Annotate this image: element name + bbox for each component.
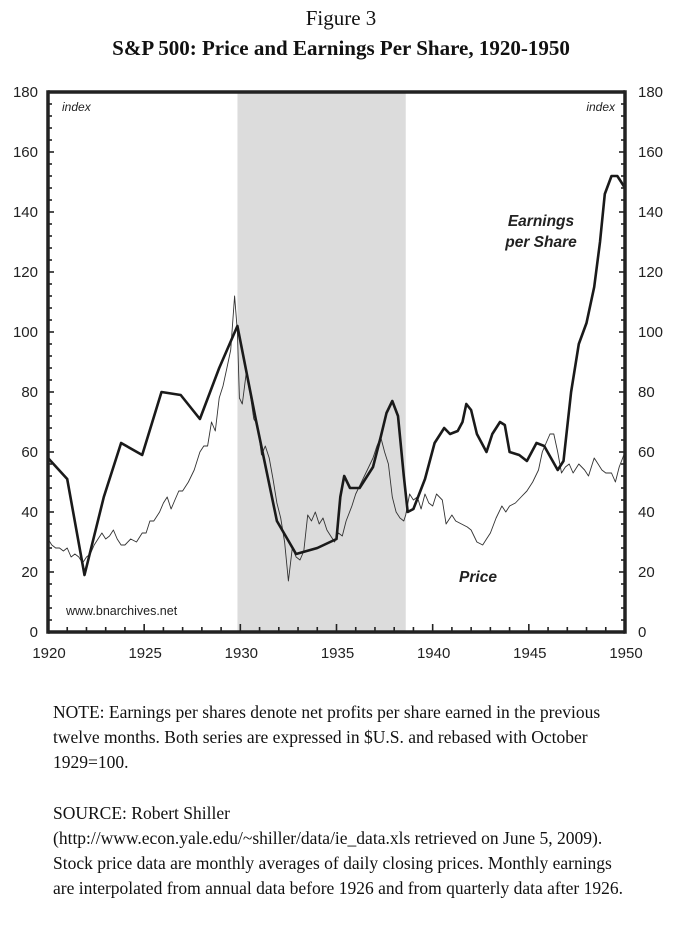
shaded-region <box>237 92 406 632</box>
earnings-series-label-line1: Earnings <box>508 213 575 230</box>
source-paragraph: SOURCE: Robert Shiller (http://www.econ.… <box>53 801 633 901</box>
y-tick-label-left: 160 <box>13 144 38 161</box>
x-tick-label: 1950 <box>609 645 642 662</box>
y-tick-label-left: 100 <box>13 324 38 341</box>
source-text: (http://www.econ.yale.edu/~shiller/data/… <box>53 828 623 898</box>
price-line <box>47 295 626 582</box>
chart: 0 0 20 20 40 40 60 60 80 80 100 100 120 120 140 140 160 1… <box>13 84 663 662</box>
y-tick-label-right: 0 <box>638 624 646 641</box>
y-tick-label-right: 60 <box>638 444 655 461</box>
note-text: NOTE: Earnings per shares denote net pro… <box>53 702 601 772</box>
figure-number: Figure 3 <box>305 6 377 30</box>
y-tick-label-left: 60 <box>21 444 38 461</box>
x-tick-label: 1940 <box>417 645 450 662</box>
y-tick-label-left: 140 <box>13 204 38 221</box>
y-tick-label-right: 140 <box>638 204 663 221</box>
source-heading: SOURCE: Robert Shiller <box>53 803 230 823</box>
note-paragraph: NOTE: Earnings per shares denote net pro… <box>53 700 633 775</box>
y-tick-label-left: 20 <box>21 564 38 581</box>
y-tick-label-right: 120 <box>638 264 663 281</box>
y-tick-label-right: 40 <box>638 504 655 521</box>
y-tick-label-left: 40 <box>21 504 38 521</box>
x-tick-label: 1945 <box>513 645 546 662</box>
price-series-label: Price <box>459 569 497 586</box>
y-tick-label-right: 160 <box>638 144 663 161</box>
y-tick-label-right: 100 <box>638 324 663 341</box>
x-tick-label: 1930 <box>225 645 258 662</box>
y-tick-label-left: 80 <box>21 384 38 401</box>
x-tick-label: 1925 <box>128 645 161 662</box>
figure-title: S&P 500: Price and Earnings Per Share, 1… <box>112 36 570 60</box>
earnings-line <box>46 174 627 577</box>
y-tick-label-right: 20 <box>638 564 655 581</box>
y-tick-label-left: 120 <box>13 264 38 281</box>
y-tick-label-right: 180 <box>638 84 663 101</box>
earnings-series-label-line2: per Share <box>504 234 577 251</box>
y-tick-label-right: 80 <box>638 384 655 401</box>
watermark: www.bnarchives.net <box>65 604 178 618</box>
y-axis-label-right: index <box>586 100 616 114</box>
x-tick-label: 1920 <box>32 645 65 662</box>
y-tick-label-left: 0 <box>30 624 38 641</box>
y-axis-label-left: index <box>62 100 92 114</box>
x-tick-label: 1935 <box>321 645 354 662</box>
y-tick-label-left: 180 <box>13 84 38 101</box>
